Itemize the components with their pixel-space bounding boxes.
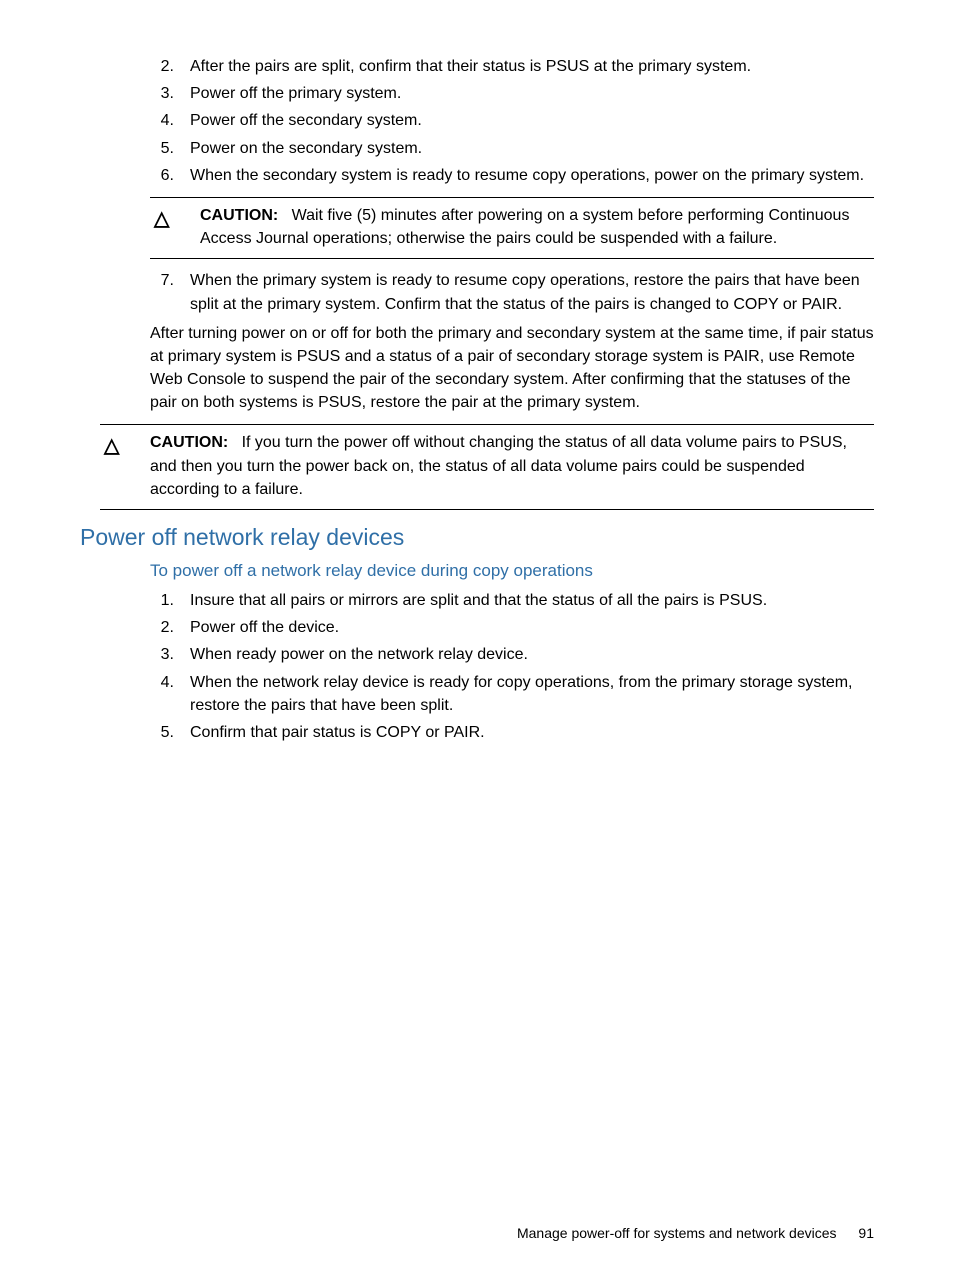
- caution-icon: △: [100, 431, 150, 501]
- list-item: 2. After the pairs are split, confirm th…: [150, 55, 874, 78]
- item-number: 1.: [150, 589, 190, 612]
- list-item: 3. When ready power on the network relay…: [150, 643, 874, 666]
- page-footer: Manage power-off for systems and network…: [517, 1225, 874, 1241]
- list-item: 5. Power on the secondary system.: [150, 137, 874, 160]
- page-content: 2. After the pairs are split, confirm th…: [80, 55, 874, 744]
- item-number: 5.: [150, 721, 190, 744]
- caution-icon: △: [150, 204, 200, 250]
- item-text: Power off the primary system.: [190, 82, 874, 105]
- list-item: 2. Power off the device.: [150, 616, 874, 639]
- item-text: When the network relay device is ready f…: [190, 671, 874, 717]
- list-item: 7. When the primary system is ready to r…: [150, 269, 874, 315]
- item-number: 4.: [150, 671, 190, 717]
- item-number: 4.: [150, 109, 190, 132]
- item-text: Insure that all pairs or mirrors are spl…: [190, 589, 874, 612]
- item-number: 6.: [150, 164, 190, 187]
- list-item: 4. When the network relay device is read…: [150, 671, 874, 717]
- item-text: After the pairs are split, confirm that …: [190, 55, 874, 78]
- list-item: 4. Power off the secondary system.: [150, 109, 874, 132]
- caution-block: △ CAUTION: Wait five (5) minutes after p…: [150, 197, 874, 259]
- item-text: Power off the device.: [190, 616, 874, 639]
- procedure-list-2: 1. Insure that all pairs or mirrors are …: [150, 589, 874, 744]
- item-number: 3.: [150, 82, 190, 105]
- item-text: Power on the secondary system.: [190, 137, 874, 160]
- procedure-list-1: 2. After the pairs are split, confirm th…: [150, 55, 874, 187]
- caution-label: CAUTION:: [150, 434, 228, 451]
- procedure-list-1b: 7. When the primary system is ready to r…: [150, 269, 874, 315]
- item-text: When the secondary system is ready to re…: [190, 164, 874, 187]
- section-heading: Power off network relay devices: [80, 524, 874, 551]
- item-text: Confirm that pair status is COPY or PAIR…: [190, 721, 874, 744]
- item-text: Power off the secondary system.: [190, 109, 874, 132]
- caution-text: CAUTION: If you turn the power off witho…: [150, 431, 874, 501]
- caution-text: CAUTION: Wait five (5) minutes after pow…: [200, 204, 874, 250]
- caution-label: CAUTION:: [200, 207, 278, 224]
- caution-body: If you turn the power off without changi…: [150, 434, 847, 497]
- item-number: 2.: [150, 616, 190, 639]
- item-number: 5.: [150, 137, 190, 160]
- list-item: 5. Confirm that pair status is COPY or P…: [150, 721, 874, 744]
- item-text: When the primary system is ready to resu…: [190, 269, 874, 315]
- item-number: 3.: [150, 643, 190, 666]
- list-item: 1. Insure that all pairs or mirrors are …: [150, 589, 874, 612]
- page-number: 91: [858, 1225, 874, 1241]
- item-number: 7.: [150, 269, 190, 315]
- caution-block: △ CAUTION: If you turn the power off wit…: [100, 424, 874, 510]
- item-number: 2.: [150, 55, 190, 78]
- subsection-heading: To power off a network relay device duri…: [150, 561, 874, 581]
- list-item: 3. Power off the primary system.: [150, 82, 874, 105]
- item-text: When ready power on the network relay de…: [190, 643, 874, 666]
- paragraph: After turning power on or off for both t…: [150, 322, 874, 415]
- list-item: 6. When the secondary system is ready to…: [150, 164, 874, 187]
- footer-text: Manage power-off for systems and network…: [517, 1225, 837, 1241]
- caution-body: Wait five (5) minutes after powering on …: [200, 207, 849, 247]
